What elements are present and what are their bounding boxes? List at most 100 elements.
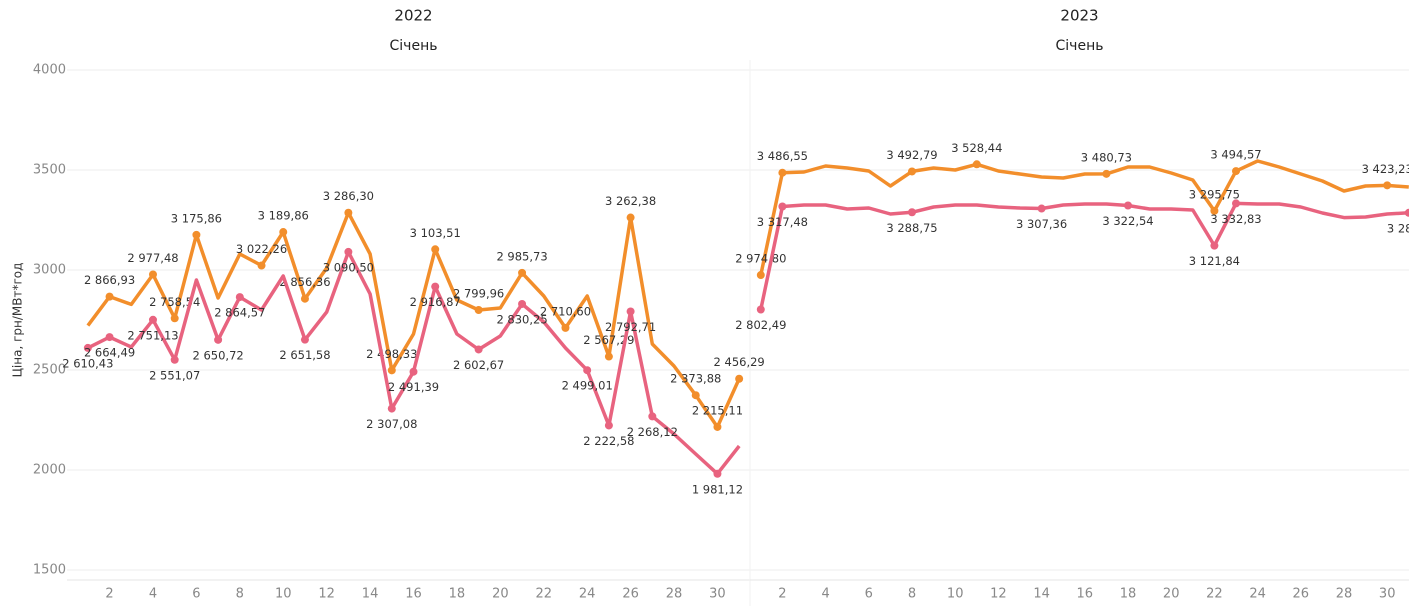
x-tick-label: 10 — [947, 587, 964, 602]
point — [604, 421, 613, 430]
panel-title: 2022 — [394, 7, 432, 25]
data-label: 2 792,71 — [605, 320, 656, 334]
x-tick-label: 16 — [1077, 587, 1094, 602]
point — [387, 366, 396, 375]
data-label: 3 286,0 — [1387, 221, 1409, 235]
data-label: 2 491,39 — [388, 380, 439, 394]
x-tick-label: 18 — [449, 587, 466, 602]
point — [1210, 206, 1219, 215]
y-tick-label: 2000 — [33, 463, 66, 478]
panel-subtitle: Січень — [390, 38, 438, 54]
point — [972, 160, 981, 169]
x-tick-label: 4 — [821, 587, 829, 602]
point — [148, 315, 157, 324]
data-label: 2 498,33 — [366, 347, 417, 361]
data-label: 3 189,86 — [258, 209, 309, 223]
data-label: 3 486,55 — [757, 149, 808, 163]
data-label: 3 494,57 — [1210, 148, 1261, 162]
point — [344, 247, 353, 256]
x-tick-label: 10 — [275, 587, 292, 602]
data-label: 3 307,36 — [1016, 217, 1067, 231]
data-label: 2 456,29 — [714, 355, 765, 369]
x-tick-label: 8 — [908, 587, 916, 602]
data-label: 1 981,12 — [692, 482, 743, 496]
point — [1037, 204, 1046, 213]
data-label: 2 215,11 — [692, 403, 743, 417]
data-label: 3 288,75 — [886, 221, 937, 235]
x-tick-label: 14 — [362, 587, 379, 602]
point — [431, 282, 440, 291]
data-label: 2 802,49 — [735, 318, 786, 332]
point — [1232, 199, 1240, 208]
x-tick-label: 26 — [1293, 587, 1310, 602]
point — [583, 366, 592, 375]
data-label: 2 567,29 — [583, 333, 634, 347]
y-tick-label: 1500 — [33, 563, 66, 578]
point — [300, 294, 309, 303]
point — [626, 307, 635, 316]
data-label: 2 830,25 — [496, 312, 547, 326]
y-tick-label: 3000 — [33, 263, 66, 278]
x-tick-label: 2 — [778, 587, 786, 602]
point — [648, 412, 657, 421]
x-tick-label: 20 — [1163, 587, 1180, 602]
data-label: 2 602,67 — [453, 358, 504, 372]
point — [431, 245, 440, 254]
data-label: 2 985,73 — [496, 249, 547, 263]
point — [170, 355, 179, 364]
data-label: 3 480,73 — [1081, 150, 1132, 164]
data-label: 3 022,26 — [236, 242, 287, 256]
data-label: 2 551,07 — [149, 368, 200, 382]
data-label: 2 373,88 — [670, 372, 721, 386]
data-label: 3 175,86 — [171, 211, 222, 225]
data-label: 3 286,30 — [323, 189, 374, 203]
point — [409, 367, 418, 376]
point — [756, 271, 765, 280]
data-label: 2 499,01 — [562, 379, 613, 393]
x-tick-label: 6 — [865, 587, 873, 602]
data-label: 3 295,75 — [1189, 187, 1240, 201]
point — [778, 168, 787, 177]
data-label: 2 651,58 — [279, 348, 330, 362]
y-tick-label: 2500 — [33, 363, 66, 378]
point — [1404, 208, 1409, 217]
data-label: 3 423,23 — [1362, 162, 1409, 176]
data-label: 2 974,80 — [735, 252, 786, 266]
point — [235, 293, 244, 302]
series-line — [759, 159, 1409, 276]
x-tick-label: 24 — [1249, 587, 1266, 602]
data-label: 2 866,93 — [84, 273, 135, 287]
data-label: 2 758,54 — [149, 295, 200, 309]
point — [778, 202, 787, 211]
data-label: 2 751,13 — [127, 328, 178, 342]
x-tick-label: 28 — [666, 587, 683, 602]
data-label: 3 322,54 — [1102, 214, 1153, 228]
point — [713, 469, 722, 478]
point — [192, 230, 201, 239]
y-tick-label: 3500 — [33, 163, 66, 178]
data-label: 3 317,48 — [757, 215, 808, 229]
x-tick-label: 22 — [535, 587, 552, 602]
point — [1102, 169, 1111, 178]
point — [691, 391, 700, 400]
x-tick-label: 14 — [1033, 587, 1050, 602]
data-label: 3 121,84 — [1189, 254, 1240, 268]
plot: 2 866,93 2 977,48 2 758,54 3 175,86 3 022,26… — [62, 189, 765, 496]
data-label: 2 650,72 — [193, 348, 244, 362]
point — [474, 306, 483, 315]
point — [735, 374, 744, 383]
data-label: 2 268,12 — [627, 425, 678, 439]
y-axis-label: Ціна, грн/МВт*год — [11, 263, 25, 378]
point — [604, 352, 613, 361]
point — [713, 422, 722, 431]
series-line — [759, 201, 1409, 310]
data-label: 2 664,49 — [84, 346, 135, 360]
data-label: 3 332,83 — [1210, 212, 1261, 226]
point — [105, 333, 114, 342]
data-label: 2 916,87 — [410, 295, 461, 309]
point — [300, 335, 309, 344]
data-label: 3 090,50 — [323, 260, 374, 274]
x-tick-label: 26 — [622, 587, 639, 602]
point — [214, 335, 223, 344]
